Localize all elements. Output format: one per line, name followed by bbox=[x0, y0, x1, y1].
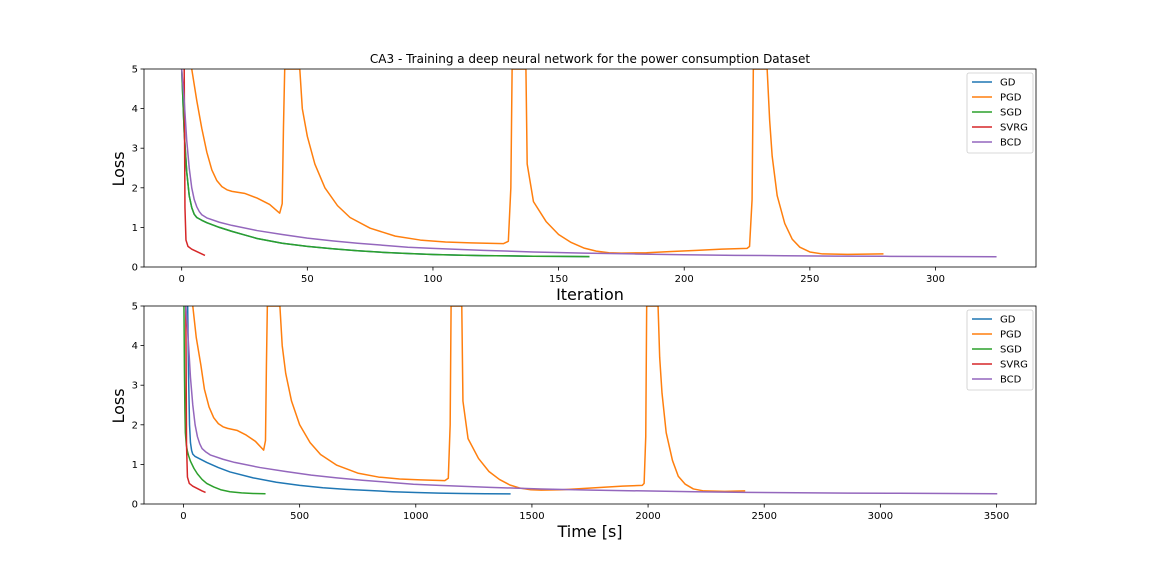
chart-1-xlabel: Time [s] bbox=[556, 522, 622, 541]
chart-1-series-svrg-line bbox=[185, 306, 206, 494]
chart-1-ytick-label: 2 bbox=[132, 420, 138, 431]
chart-1-legend-label-svrg: SVRG bbox=[1000, 360, 1028, 371]
chart-1-ytick-label: 0 bbox=[132, 500, 138, 511]
chart-title: CA3 - Training a deep neural network for… bbox=[370, 52, 810, 66]
chart-1-xtick-label: 500 bbox=[290, 511, 309, 522]
chart-1-ytick-label: 3 bbox=[132, 381, 138, 392]
chart-0-xtick-label: 50 bbox=[301, 274, 314, 285]
chart-0-legend-box bbox=[966, 72, 1034, 154]
chart-1-xtick-label: 2500 bbox=[751, 511, 776, 522]
chart-0-xtick-label: 100 bbox=[423, 274, 442, 285]
chart-1-xtick-label: 1500 bbox=[519, 511, 544, 522]
chart-0-ytick-label: 0 bbox=[132, 263, 138, 274]
chart-0-xtick-label: 0 bbox=[179, 274, 185, 285]
chart-1-xtick-label: 1000 bbox=[403, 511, 428, 522]
chart-0-series-sgd-line bbox=[180, 69, 590, 258]
chart-0-series-group bbox=[180, 69, 997, 258]
chart-1-frame bbox=[143, 305, 1037, 505]
chart-1-series-bcd-line bbox=[185, 306, 998, 495]
chart-0-ytick-label: 1 bbox=[132, 223, 138, 234]
chart-1-legend-label-pgd: PGD bbox=[1000, 330, 1022, 341]
chart-0-xtick-label: 300 bbox=[926, 274, 945, 285]
chart-0-legend-label-gd: GD bbox=[1000, 78, 1016, 89]
chart-0-legend-label-pgd: PGD bbox=[1000, 93, 1022, 104]
chart-1-legend: GD PGD SGD SVRG BCD bbox=[966, 309, 1034, 391]
chart-1-xtick-label: 2000 bbox=[635, 511, 660, 522]
chart-0-legend-label-svrg: SVRG bbox=[1000, 123, 1028, 134]
chart-0-xtick-label: 150 bbox=[549, 274, 568, 285]
chart-0-ytick-label: 4 bbox=[132, 104, 138, 115]
chart-1-legend-label-sgd: SGD bbox=[1000, 345, 1022, 356]
chart-0-ytick-label: 3 bbox=[132, 144, 138, 155]
chart-1-legend-label-gd: GD bbox=[1000, 315, 1016, 326]
chart-0-legend-label-bcd: BCD bbox=[1000, 138, 1022, 149]
chart-iteration: Iteration Loss 0 50 100 150 200 250 300 0 1 2 3 4 5 G… bbox=[109, 65, 1037, 304]
chart-0-series-svrg-line bbox=[183, 69, 206, 257]
chart-1-series-sgd-line bbox=[183, 306, 266, 495]
chart-0-ylabel: Loss bbox=[109, 151, 128, 186]
chart-1-series-group bbox=[183, 306, 998, 495]
chart-1-series-gd-line bbox=[186, 306, 511, 495]
chart-1-xtick-label: 0 bbox=[180, 511, 186, 522]
chart-1-xtick-label: 3500 bbox=[984, 511, 1009, 522]
chart-1-ylabel: Loss bbox=[109, 388, 128, 423]
chart-1-xtick-label: 3000 bbox=[868, 511, 893, 522]
chart-1-legend-box bbox=[966, 309, 1034, 391]
chart-0-ytick-label: 2 bbox=[132, 183, 138, 194]
chart-0-legend: GD PGD SGD SVRG BCD bbox=[966, 72, 1034, 154]
chart-0-xtick-label: 200 bbox=[675, 274, 694, 285]
chart-1-legend-label-bcd: BCD bbox=[1000, 375, 1022, 386]
chart-1-ytick-label: 5 bbox=[132, 302, 138, 313]
chart-1-ytick-label: 4 bbox=[132, 341, 138, 352]
chart-0-series-bcd-line bbox=[180, 69, 997, 258]
chart-0-series-pgd-line bbox=[190, 69, 884, 256]
chart-0-ytick-label: 5 bbox=[132, 65, 138, 76]
chart-0-legend-label-sgd: SGD bbox=[1000, 108, 1022, 119]
chart-0-frame bbox=[143, 68, 1037, 268]
chart-time: Time [s] Loss 0 500 1000 1500 2000 2500 3000 35… bbox=[109, 302, 1037, 541]
chart-0-xtick-label: 250 bbox=[800, 274, 819, 285]
chart-0-xlabel: Iteration bbox=[556, 285, 624, 304]
chart-1-series-pgd-line bbox=[192, 306, 746, 493]
chart-1-ytick-label: 1 bbox=[132, 460, 138, 471]
